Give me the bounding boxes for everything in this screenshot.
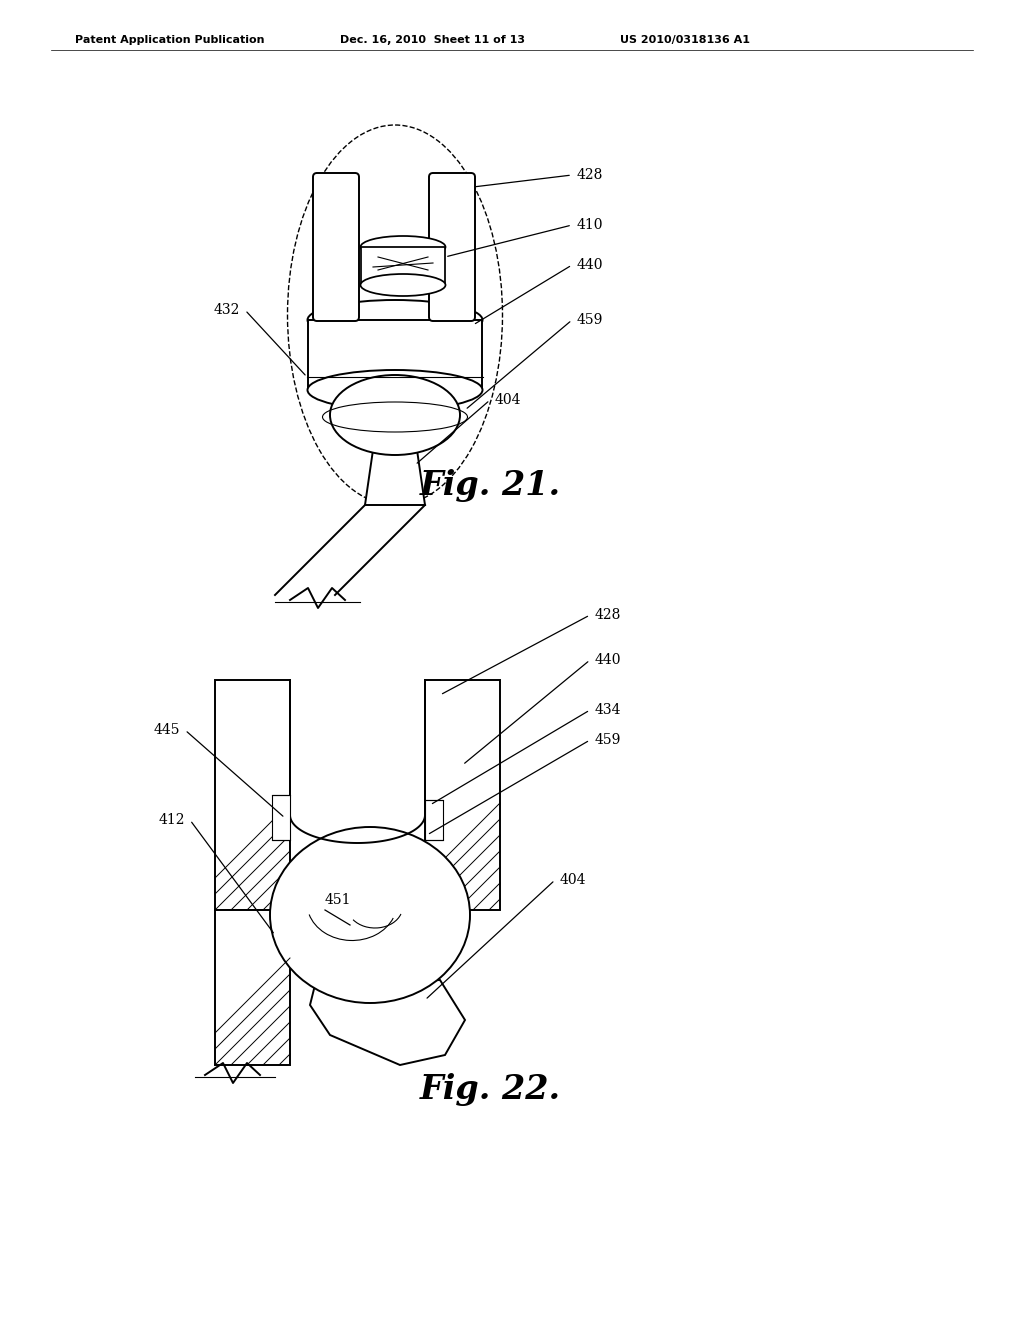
FancyBboxPatch shape — [429, 173, 475, 321]
Text: 459: 459 — [595, 733, 622, 747]
Text: 412: 412 — [159, 813, 185, 828]
Text: 440: 440 — [595, 653, 622, 667]
Text: 445: 445 — [154, 723, 180, 737]
Ellipse shape — [360, 236, 445, 257]
Text: 404: 404 — [495, 393, 521, 407]
Text: 428: 428 — [595, 609, 622, 622]
Text: 428: 428 — [577, 168, 603, 182]
Ellipse shape — [307, 300, 482, 341]
Text: 459: 459 — [577, 313, 603, 327]
Text: Patent Application Publication: Patent Application Publication — [75, 36, 264, 45]
Ellipse shape — [270, 828, 470, 1003]
Text: 432: 432 — [214, 304, 240, 317]
Text: 410: 410 — [577, 218, 603, 232]
Bar — [272, 795, 290, 840]
Text: 451: 451 — [325, 894, 351, 907]
Bar — [308, 319, 482, 389]
Text: Dec. 16, 2010  Sheet 11 of 13: Dec. 16, 2010 Sheet 11 of 13 — [340, 36, 525, 45]
Ellipse shape — [330, 375, 460, 455]
Polygon shape — [310, 979, 465, 1065]
Bar — [215, 680, 290, 909]
Text: US 2010/0318136 A1: US 2010/0318136 A1 — [620, 36, 750, 45]
Ellipse shape — [307, 370, 482, 411]
Ellipse shape — [360, 275, 445, 296]
Text: 440: 440 — [577, 257, 603, 272]
Bar — [290, 680, 425, 909]
Text: Fig. 22.: Fig. 22. — [420, 1073, 560, 1106]
Bar — [425, 800, 443, 840]
Text: 434: 434 — [595, 704, 622, 717]
Polygon shape — [365, 450, 425, 506]
Bar — [215, 909, 290, 1065]
Bar — [425, 680, 500, 909]
FancyBboxPatch shape — [313, 173, 359, 321]
Text: Fig. 21.: Fig. 21. — [420, 469, 560, 502]
Text: 404: 404 — [560, 873, 587, 887]
Bar — [361, 247, 445, 285]
